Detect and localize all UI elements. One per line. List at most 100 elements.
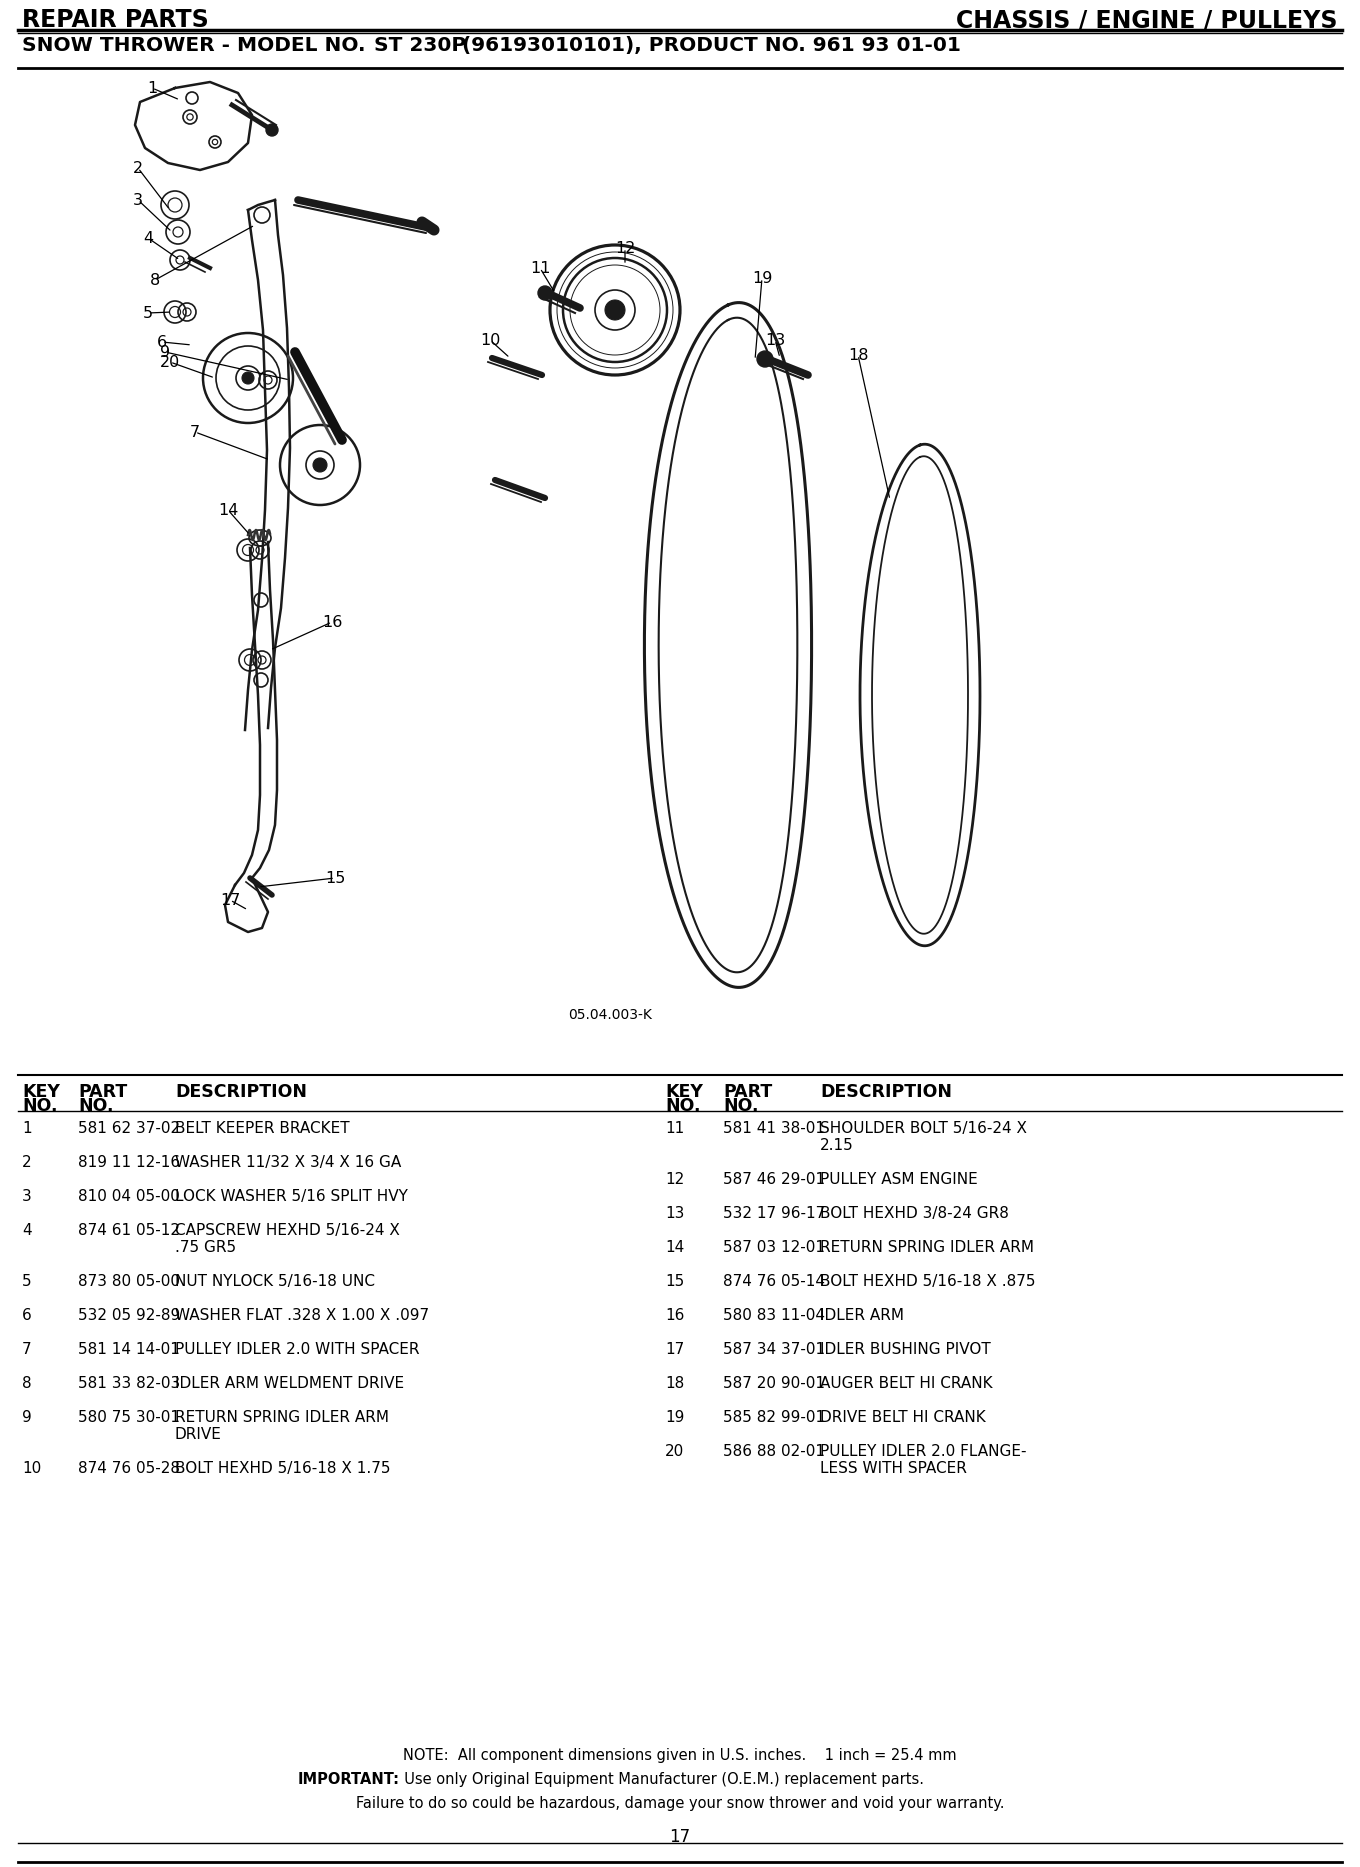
Text: WASHER 11/32 X 3/4 X 16 GA: WASHER 11/32 X 3/4 X 16 GA xyxy=(175,1156,401,1171)
Text: 4: 4 xyxy=(22,1223,31,1238)
Text: PART: PART xyxy=(724,1083,772,1102)
Text: 20: 20 xyxy=(665,1443,684,1458)
Text: BOLT HEXHD 5/16-18 X 1.75: BOLT HEXHD 5/16-18 X 1.75 xyxy=(175,1462,390,1477)
Text: PULLEY ASM ENGINE: PULLEY ASM ENGINE xyxy=(820,1172,978,1187)
Text: 10: 10 xyxy=(22,1462,41,1477)
Text: 6: 6 xyxy=(22,1309,31,1324)
Text: 9: 9 xyxy=(22,1410,31,1425)
Text: 13: 13 xyxy=(764,332,785,347)
Text: 12: 12 xyxy=(665,1172,684,1187)
Text: 810 04 05-00: 810 04 05-00 xyxy=(78,1189,180,1204)
Text: 18: 18 xyxy=(665,1376,684,1391)
Text: 585 82 99-01: 585 82 99-01 xyxy=(724,1410,826,1425)
Text: IMPORTANT:: IMPORTANT: xyxy=(298,1772,400,1787)
Text: NO.: NO. xyxy=(665,1098,700,1115)
Text: 587 03 12-01: 587 03 12-01 xyxy=(724,1240,826,1255)
Text: IDLER ARM WELDMENT DRIVE: IDLER ARM WELDMENT DRIVE xyxy=(175,1376,404,1391)
Text: 587 20 90-01: 587 20 90-01 xyxy=(724,1376,826,1391)
Text: 586 88 02-01: 586 88 02-01 xyxy=(724,1443,826,1458)
Text: 580 83 11-04: 580 83 11-04 xyxy=(724,1309,826,1324)
Text: BOLT HEXHD 3/8-24 GR8: BOLT HEXHD 3/8-24 GR8 xyxy=(820,1206,1009,1221)
Text: 580 75 30-01: 580 75 30-01 xyxy=(78,1410,180,1425)
Text: 7: 7 xyxy=(22,1342,31,1357)
Text: 14: 14 xyxy=(665,1240,684,1255)
Text: IDLER BUSHING PIVOT: IDLER BUSHING PIVOT xyxy=(820,1342,990,1357)
Text: 11: 11 xyxy=(665,1120,684,1135)
Text: KEY: KEY xyxy=(22,1083,60,1102)
Text: 1: 1 xyxy=(22,1120,31,1135)
Text: REPAIR PARTS: REPAIR PARTS xyxy=(22,7,208,32)
Text: NO.: NO. xyxy=(724,1098,759,1115)
Text: DESCRIPTION: DESCRIPTION xyxy=(820,1083,952,1102)
Text: 17: 17 xyxy=(665,1342,684,1357)
Text: 2.15: 2.15 xyxy=(820,1139,854,1154)
Text: LOCK WASHER 5/16 SPLIT HVY: LOCK WASHER 5/16 SPLIT HVY xyxy=(175,1189,408,1204)
Text: 11: 11 xyxy=(530,261,551,276)
Circle shape xyxy=(611,304,620,316)
Text: 874 61 05-12: 874 61 05-12 xyxy=(78,1223,180,1238)
Text: .75 GR5: .75 GR5 xyxy=(175,1240,237,1255)
Text: 587 34 37-01: 587 34 37-01 xyxy=(724,1342,826,1357)
Text: RETURN SPRING IDLER ARM: RETURN SPRING IDLER ARM xyxy=(820,1240,1034,1255)
Text: NO.: NO. xyxy=(78,1098,113,1115)
Text: LESS WITH SPACER: LESS WITH SPACER xyxy=(820,1462,967,1477)
Text: 4: 4 xyxy=(143,230,154,245)
Text: 19: 19 xyxy=(752,271,772,286)
Text: NO.: NO. xyxy=(22,1098,57,1115)
Text: 874 76 05-14: 874 76 05-14 xyxy=(724,1273,826,1288)
Text: 18: 18 xyxy=(847,347,868,362)
Text: 587 46 29-01: 587 46 29-01 xyxy=(724,1172,826,1187)
Text: 532 05 92-89: 532 05 92-89 xyxy=(78,1309,181,1324)
Text: 532 17 96-17: 532 17 96-17 xyxy=(724,1206,826,1221)
Circle shape xyxy=(267,123,277,136)
Text: IDLER ARM: IDLER ARM xyxy=(820,1309,904,1324)
Text: 581 33 82-03: 581 33 82-03 xyxy=(78,1376,181,1391)
Text: CHASSIS / ENGINE / PULLEYS: CHASSIS / ENGINE / PULLEYS xyxy=(956,7,1338,32)
Text: SNOW THROWER - MODEL NO.: SNOW THROWER - MODEL NO. xyxy=(22,35,373,54)
Text: 9: 9 xyxy=(160,345,170,360)
Text: (96193010101), PRODUCT NO. 961 93 01-01: (96193010101), PRODUCT NO. 961 93 01-01 xyxy=(456,35,962,54)
Text: SHOULDER BOLT 5/16-24 X: SHOULDER BOLT 5/16-24 X xyxy=(820,1120,1027,1135)
Text: PULLEY IDLER 2.0 WITH SPACER: PULLEY IDLER 2.0 WITH SPACER xyxy=(175,1342,419,1357)
Text: 819 11 12-16: 819 11 12-16 xyxy=(78,1156,180,1171)
Text: Failure to do so could be hazardous, damage your snow thrower and void your warr: Failure to do so could be hazardous, dam… xyxy=(356,1796,1004,1811)
Text: 1: 1 xyxy=(147,80,158,95)
Text: NOTE:  All component dimensions given in U.S. inches.    1 inch = 25.4 mm: NOTE: All component dimensions given in … xyxy=(403,1748,957,1762)
Text: 15: 15 xyxy=(665,1273,684,1288)
Text: 2: 2 xyxy=(22,1156,31,1171)
Text: 5: 5 xyxy=(143,306,154,321)
Text: AUGER BELT HI CRANK: AUGER BELT HI CRANK xyxy=(820,1376,993,1391)
Text: 16: 16 xyxy=(665,1309,684,1324)
Text: Use only Original Equipment Manufacturer (O.E.M.) replacement parts.: Use only Original Equipment Manufacturer… xyxy=(394,1772,923,1787)
Circle shape xyxy=(605,301,626,319)
Text: 13: 13 xyxy=(665,1206,684,1221)
Circle shape xyxy=(539,286,552,301)
Text: WASHER FLAT .328 X 1.00 X .097: WASHER FLAT .328 X 1.00 X .097 xyxy=(175,1309,430,1324)
Text: DESCRIPTION: DESCRIPTION xyxy=(175,1083,307,1102)
Circle shape xyxy=(313,457,326,472)
Circle shape xyxy=(245,375,252,381)
Text: NUT NYLOCK 5/16-18 UNC: NUT NYLOCK 5/16-18 UNC xyxy=(175,1273,375,1288)
Text: 5: 5 xyxy=(22,1273,31,1288)
Text: 14: 14 xyxy=(218,502,238,517)
Circle shape xyxy=(317,461,324,469)
Text: BOLT HEXHD 5/16-18 X .875: BOLT HEXHD 5/16-18 X .875 xyxy=(820,1273,1035,1288)
Text: 19: 19 xyxy=(665,1410,684,1425)
Text: 2: 2 xyxy=(133,161,143,175)
Text: 8: 8 xyxy=(150,273,160,288)
Text: 10: 10 xyxy=(480,332,500,347)
Text: 20: 20 xyxy=(160,355,180,370)
Circle shape xyxy=(758,351,772,368)
Text: 581 41 38-01: 581 41 38-01 xyxy=(724,1120,826,1135)
Text: 05.04.003-K: 05.04.003-K xyxy=(568,1008,651,1021)
Text: DRIVE: DRIVE xyxy=(175,1426,222,1441)
Text: ST 230P: ST 230P xyxy=(374,35,466,54)
Circle shape xyxy=(242,372,254,385)
Text: PART: PART xyxy=(78,1083,128,1102)
Text: 7: 7 xyxy=(190,424,200,439)
Text: 12: 12 xyxy=(615,241,635,256)
Text: CAPSCREW HEXHD 5/16-24 X: CAPSCREW HEXHD 5/16-24 X xyxy=(175,1223,400,1238)
Text: 16: 16 xyxy=(322,614,343,629)
Text: DRIVE BELT HI CRANK: DRIVE BELT HI CRANK xyxy=(820,1410,986,1425)
Text: 6: 6 xyxy=(156,334,167,349)
